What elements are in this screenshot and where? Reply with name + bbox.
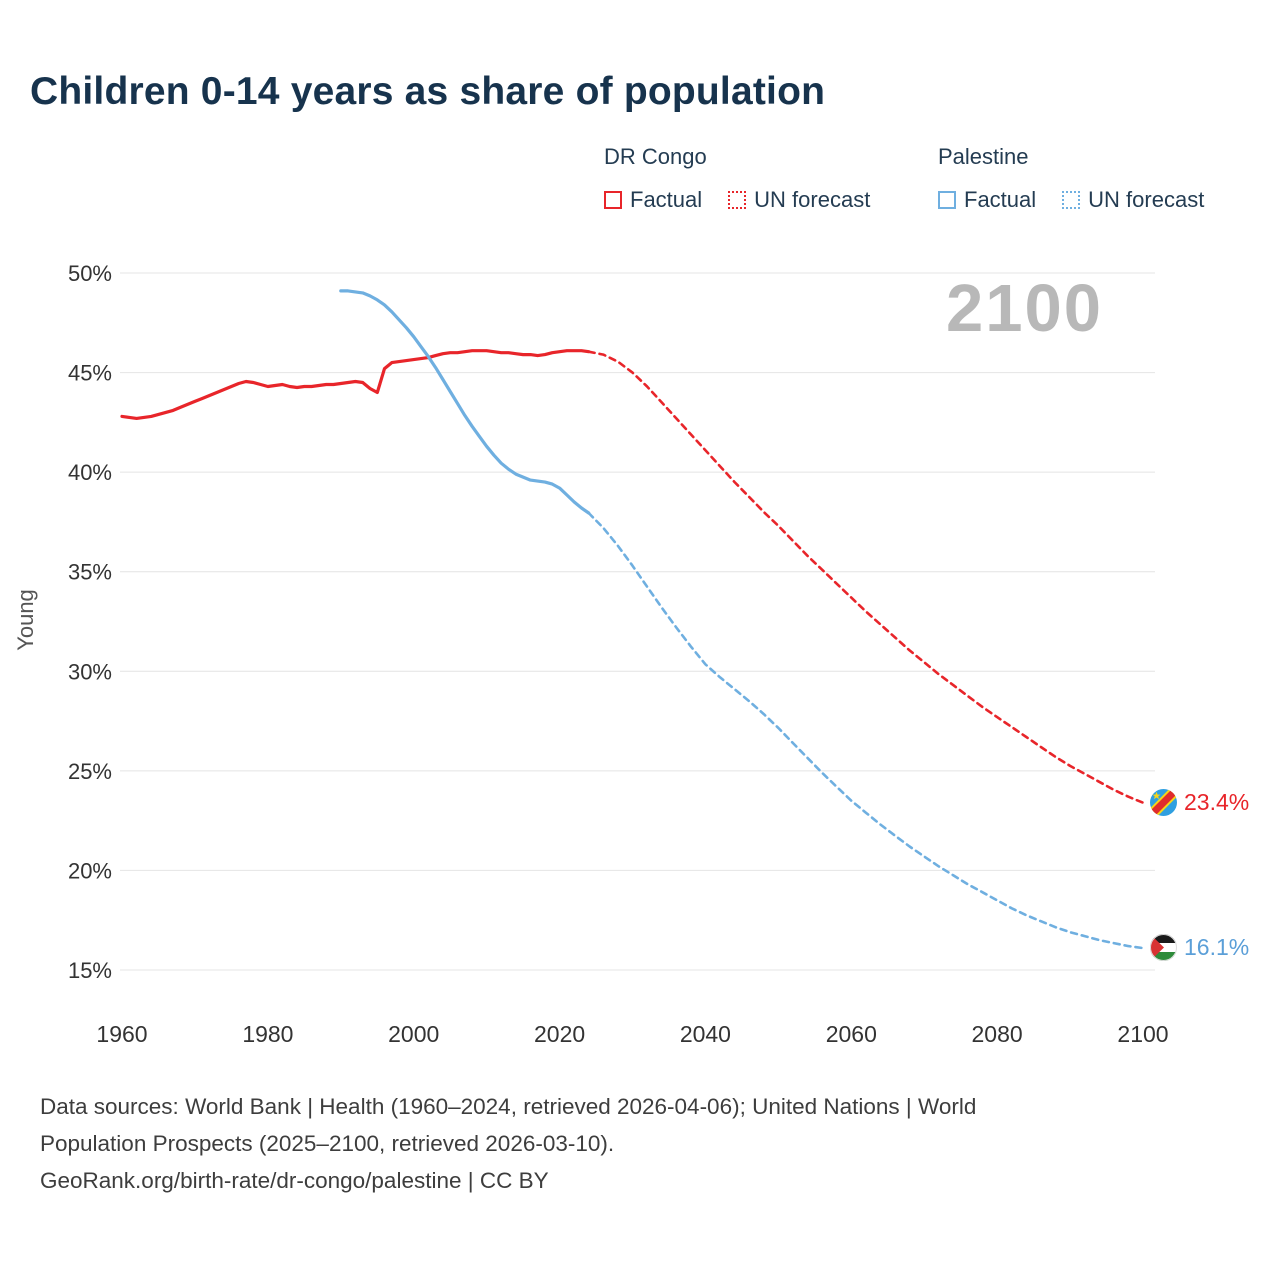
legend-item-label: UN forecast <box>1088 187 1205 212</box>
footer-line: Data sources: World Bank | Health (1960–… <box>40 1094 977 1119</box>
series-path <box>120 349 591 420</box>
legend-swatch-solid-icon <box>604 191 622 209</box>
series-path <box>339 289 591 515</box>
palestine-flag-icon <box>1150 934 1177 962</box>
y-tick-label: 50% <box>68 261 112 286</box>
x-tick-label: 2100 <box>1117 1021 1168 1047</box>
y-tick-label: 20% <box>68 858 112 883</box>
x-tick-label: 2000 <box>388 1021 439 1047</box>
dr-congo-flag-icon <box>1150 788 1177 816</box>
y-tick-label: 25% <box>68 759 112 784</box>
legend-item-palestine-factual[interactable]: Factual <box>938 187 1036 213</box>
chart-footer: Data sources: World Bank | Health (1960–… <box>40 1088 976 1199</box>
legend-item-palestine-forecast[interactable]: UN forecast <box>1062 187 1204 213</box>
legend-item-drcongo-forecast[interactable]: UN forecast <box>728 187 870 213</box>
x-tick-label: 2040 <box>680 1021 731 1047</box>
y-tick-label: 40% <box>68 460 112 485</box>
legend-items: Factual UN forecast <box>938 187 1204 213</box>
y-tick-label: 45% <box>68 361 112 386</box>
y-tick-label: 35% <box>68 560 112 585</box>
series-path <box>587 511 1145 950</box>
x-tick-label: 1980 <box>242 1021 293 1047</box>
legend-swatch-dotted-icon <box>728 191 747 209</box>
watermark-year: 2100 <box>946 271 1104 346</box>
footer-line: Population Prospects (2025–2100, retriev… <box>40 1131 615 1156</box>
legend-swatch-dotted-icon <box>1062 191 1081 209</box>
end-value-dr-congo: 23.4% <box>1184 788 1250 815</box>
legend-item-label: Factual <box>630 187 703 212</box>
legend-group-dr-congo: DR Congo Factual UN forecast <box>604 144 870 213</box>
chart-canvas: 15% 20% 25% 30% 35% 40% 45% 50% 1960 1980 2000 2020… <box>68 261 1169 1047</box>
legend-group-palestine: Palestine Factual UN forecast <box>938 144 1204 213</box>
footer-line: GeoRank.org/birth-rate/dr-congo/palestin… <box>40 1168 549 1193</box>
legend-group-title: DR Congo <box>604 144 707 169</box>
y-tick-label: 15% <box>68 958 112 983</box>
end-value-palestine: 16.1% <box>1184 934 1250 961</box>
end-label-dr-congo: 23.4% <box>1150 788 1250 816</box>
page-title: Children 0-14 years as share of populati… <box>30 70 826 113</box>
x-tick-label: 2080 <box>972 1021 1023 1047</box>
x-tick-label: 1960 <box>96 1021 147 1047</box>
legend-group-title: Palestine <box>938 144 1029 169</box>
x-tick-label: 2060 <box>826 1021 877 1047</box>
x-tick-label: 2020 <box>534 1021 585 1047</box>
end-label-palestine: 16.1% <box>1150 934 1250 962</box>
legend-swatch-solid-icon <box>938 191 956 209</box>
y-tick-label: 30% <box>68 659 112 684</box>
series-path <box>587 350 1145 804</box>
legend-item-label: UN forecast <box>754 187 871 212</box>
legend-item-drcongo-factual[interactable]: Factual <box>604 187 702 213</box>
legend-item-label: Factual <box>964 187 1037 212</box>
legend-items: Factual UN forecast <box>604 187 870 213</box>
